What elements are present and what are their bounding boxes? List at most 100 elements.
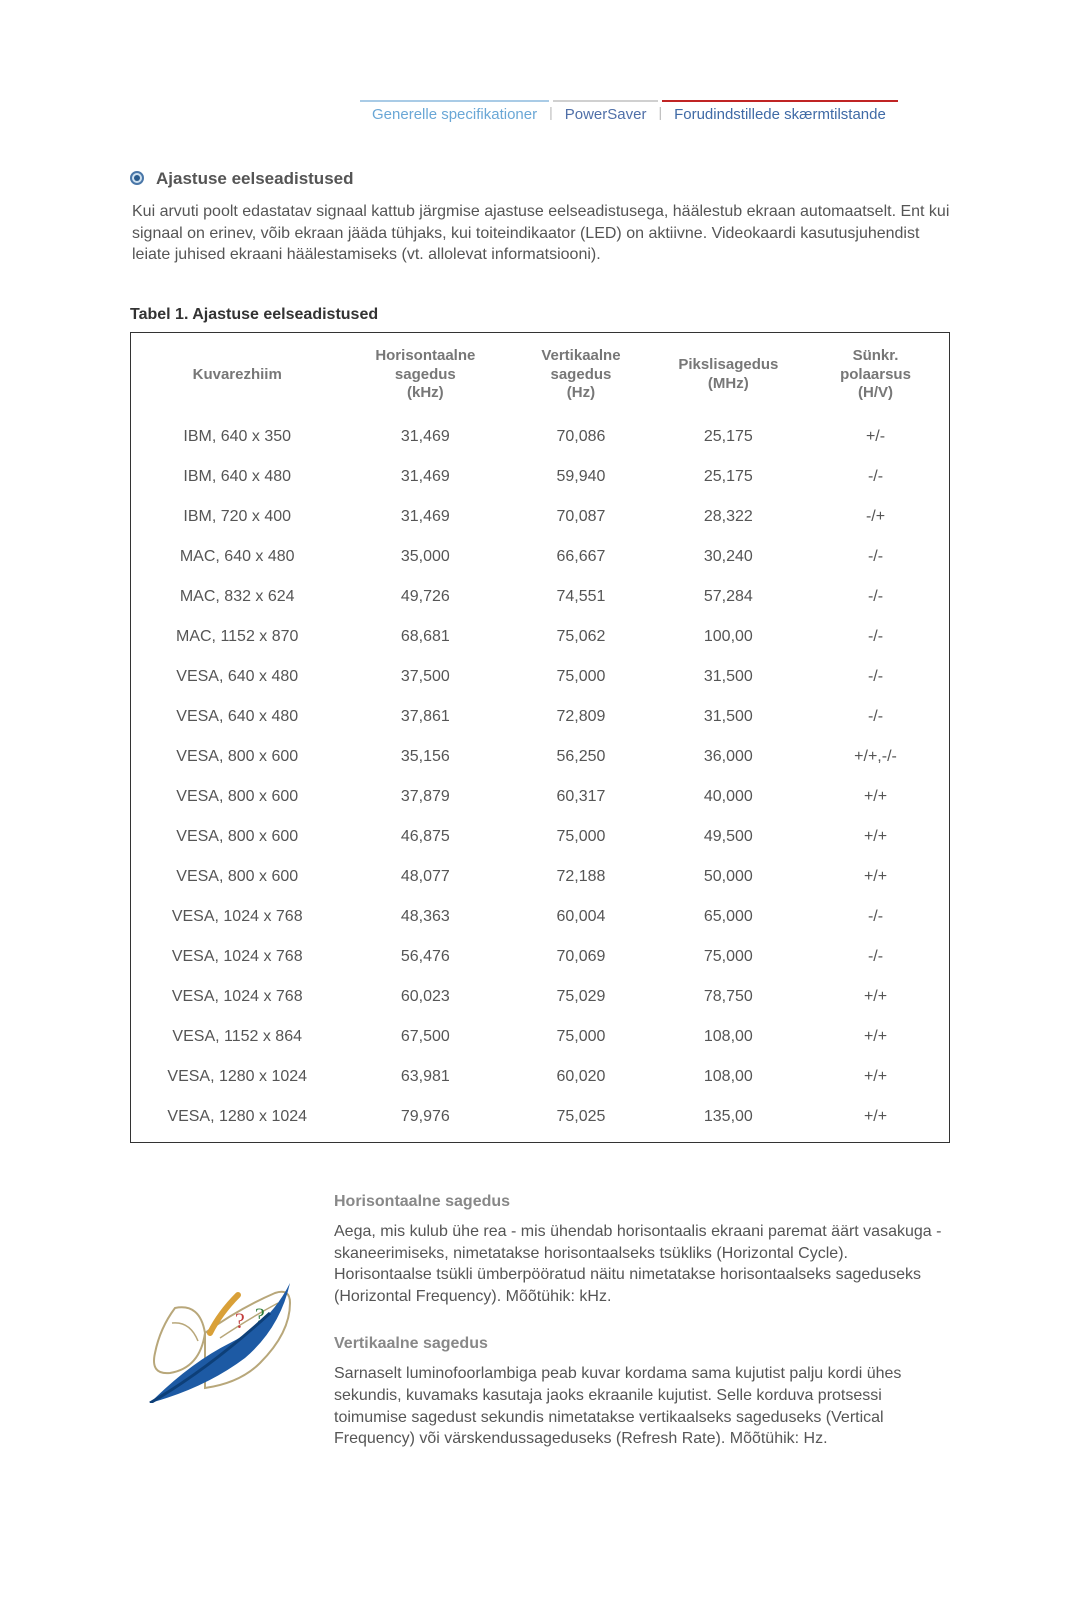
svg-text:?: ? — [235, 1308, 245, 1333]
table-cell: 70,087 — [507, 497, 654, 537]
table-row: MAC, 1152 x 87068,68175,062100,00-/- — [131, 617, 950, 657]
table-row: VESA, 800 x 60035,15656,25036,000+/+,-/- — [131, 737, 950, 777]
table-cell: MAC, 640 x 480 — [131, 537, 344, 577]
table-cell: 108,00 — [655, 1017, 802, 1057]
table-col-header: Horisontaalnesagedus(kHz) — [343, 332, 507, 417]
table-cell: 75,029 — [507, 977, 654, 1017]
table-cell: 31,469 — [343, 417, 507, 457]
table-cell: VESA, 640 x 480 — [131, 697, 344, 737]
definitions-section: ? ? Horisontaalne sagedus Aega, mis kulub… — [130, 1193, 950, 1478]
table-cell: 108,00 — [655, 1057, 802, 1097]
definition-body: Aega, mis kulub ühe rea - mis ühendab ho… — [334, 1221, 950, 1307]
table-cell: -/- — [802, 897, 949, 937]
table-row: MAC, 832 x 62449,72674,55157,284-/- — [131, 577, 950, 617]
table-row: VESA, 1024 x 76860,02375,02978,750+/+ — [131, 977, 950, 1017]
table-caption: Tabel 1. Ajastuse eelseadistused — [130, 306, 950, 324]
definition-title: Horisontaalne sagedus — [334, 1193, 950, 1211]
table-cell: 25,175 — [655, 457, 802, 497]
table-cell: -/+ — [802, 497, 949, 537]
table-cell: 74,551 — [507, 577, 654, 617]
table-cell: 57,284 — [655, 577, 802, 617]
definitions-icon-col: ? ? — [130, 1193, 310, 1478]
table-cell: VESA, 1024 x 768 — [131, 897, 344, 937]
table-cell: +/+,-/- — [802, 737, 949, 777]
table-cell: -/- — [802, 577, 949, 617]
intro-paragraph: Kui arvuti poolt edastatav signaal kattu… — [132, 201, 950, 266]
table-cell: 65,000 — [655, 897, 802, 937]
table-row: IBM, 640 x 35031,46970,08625,175+/- — [131, 417, 950, 457]
table-cell: MAC, 1152 x 870 — [131, 617, 344, 657]
table-cell: VESA, 1024 x 768 — [131, 977, 344, 1017]
table-cell: 75,000 — [507, 657, 654, 697]
table-row: VESA, 640 x 48037,50075,00031,500-/- — [131, 657, 950, 697]
table-row: VESA, 1024 x 76856,47670,06975,000-/- — [131, 937, 950, 977]
table-cell: VESA, 1152 x 864 — [131, 1017, 344, 1057]
table-cell: +/+ — [802, 777, 949, 817]
section-heading: Ajastuse eelseadistused — [156, 169, 353, 189]
tabs-bar: Generelle specifikationer|PowerSaver|For… — [360, 100, 950, 129]
table-cell: 78,750 — [655, 977, 802, 1017]
table-cell: 100,00 — [655, 617, 802, 657]
table-cell: VESA, 1280 x 1024 — [131, 1097, 344, 1143]
table-cell: IBM, 640 x 350 — [131, 417, 344, 457]
table-cell: VESA, 1280 x 1024 — [131, 1057, 344, 1097]
table-col-header: Vertikaalnesagedus(Hz) — [507, 332, 654, 417]
table-cell: +/+ — [802, 977, 949, 1017]
definitions-text-col: Horisontaalne sagedus Aega, mis kulub ühe… — [334, 1193, 950, 1478]
table-cell: 70,086 — [507, 417, 654, 457]
table-cell: 49,726 — [343, 577, 507, 617]
table-cell: 50,000 — [655, 857, 802, 897]
table-cell: IBM, 720 x 400 — [131, 497, 344, 537]
table-cell: 79,976 — [343, 1097, 507, 1143]
table-row: IBM, 640 x 48031,46959,94025,175-/- — [131, 457, 950, 497]
table-cell: VESA, 800 x 600 — [131, 857, 344, 897]
table-cell: 40,000 — [655, 777, 802, 817]
table-col-header: Kuvarezhiim — [131, 332, 344, 417]
table-cell: 25,175 — [655, 417, 802, 457]
table-cell: +/+ — [802, 817, 949, 857]
table-cell: 46,875 — [343, 817, 507, 857]
table-cell: 37,861 — [343, 697, 507, 737]
timing-table: KuvarezhiimHorisontaalnesagedus(kHz)Vert… — [130, 332, 950, 1143]
table-cell: 75,000 — [507, 817, 654, 857]
table-row: VESA, 1152 x 86467,50075,000108,00+/+ — [131, 1017, 950, 1057]
book-feather-icon: ? ? — [130, 1263, 310, 1403]
table-cell: 75,000 — [507, 1017, 654, 1057]
tab-forudindstillede-sk-rmtilstande[interactable]: Forudindstillede skærmtilstande — [662, 100, 898, 129]
table-cell: 31,469 — [343, 457, 507, 497]
table-cell: 49,500 — [655, 817, 802, 857]
table-cell: 68,681 — [343, 617, 507, 657]
table-cell: 60,023 — [343, 977, 507, 1017]
table-cell: 59,940 — [507, 457, 654, 497]
table-row: VESA, 1024 x 76848,36360,00465,000-/- — [131, 897, 950, 937]
table-cell: 28,322 — [655, 497, 802, 537]
table-cell: 135,00 — [655, 1097, 802, 1143]
table-cell: 36,000 — [655, 737, 802, 777]
table-col-header: Sünkr.polaarsus(H/V) — [802, 332, 949, 417]
table-cell: IBM, 640 x 480 — [131, 457, 344, 497]
table-cell: 35,000 — [343, 537, 507, 577]
table-cell: 70,069 — [507, 937, 654, 977]
table-cell: +/+ — [802, 1057, 949, 1097]
table-cell: 75,025 — [507, 1097, 654, 1143]
tab-generelle-specifikationer[interactable]: Generelle specifikationer — [360, 100, 549, 129]
table-cell: 66,667 — [507, 537, 654, 577]
table-row: VESA, 800 x 60048,07772,18850,000+/+ — [131, 857, 950, 897]
table-cell: +/+ — [802, 857, 949, 897]
table-cell: +/+ — [802, 1097, 949, 1143]
table-cell: -/- — [802, 657, 949, 697]
table-cell: 60,317 — [507, 777, 654, 817]
table-cell: +/- — [802, 417, 949, 457]
table-cell: 35,156 — [343, 737, 507, 777]
table-cell: -/- — [802, 457, 949, 497]
tab-powersaver[interactable]: PowerSaver — [553, 100, 659, 129]
table-cell: -/- — [802, 617, 949, 657]
table-cell: 72,188 — [507, 857, 654, 897]
table-row: MAC, 640 x 48035,00066,66730,240-/- — [131, 537, 950, 577]
table-row: IBM, 720 x 40031,46970,08728,322-/+ — [131, 497, 950, 537]
table-cell: 67,500 — [343, 1017, 507, 1057]
table-body: IBM, 640 x 35031,46970,08625,175+/-IBM, … — [131, 417, 950, 1143]
table-cell: 30,240 — [655, 537, 802, 577]
table-cell: VESA, 800 x 600 — [131, 737, 344, 777]
table-cell: 48,363 — [343, 897, 507, 937]
